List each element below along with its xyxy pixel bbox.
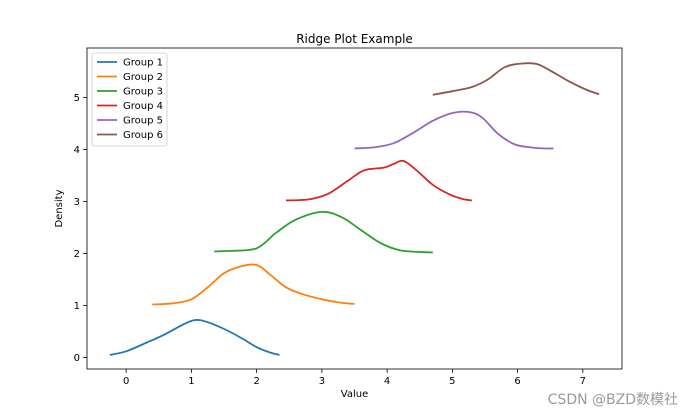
y-tick-label: 0 [74,353,80,364]
x-tick-label: 0 [123,376,129,387]
y-tick-label: 5 [74,93,80,104]
chart-title: Ridge Plot Example [296,32,413,46]
x-tick-label: 4 [384,376,390,387]
y-tick-label: 1 [74,301,80,312]
series-line-group-4 [285,159,473,202]
x-tick-label: 5 [449,376,455,387]
y-tick-label: 2 [74,249,80,260]
plot-area [86,47,623,370]
x-axis: 0 1 2 3 4 5 6 7 [123,369,586,387]
x-tick-label: 7 [580,376,586,387]
legend-label-group-1: Group 1 [123,58,163,69]
watermark-text: CSDN @BZD数模社 [547,392,678,408]
x-tick-label: 3 [319,376,325,387]
series-line-group-2 [152,263,355,306]
legend-label-group-2: Group 2 [123,72,163,83]
y-axis: 0 1 2 3 4 5 [74,93,87,364]
plot-frame [86,47,623,370]
legend-label-group-5: Group 5 [123,116,163,127]
x-tick-label: 1 [188,376,194,387]
x-axis-label: Value [341,389,368,400]
x-tick-label: 6 [514,376,520,387]
legend: Group 1 Group 2 Group 3 Group 4 Group 5 Group… [91,52,168,147]
series-line-group-3 [214,210,433,254]
legend-label-group-3: Group 3 [123,87,163,98]
y-tick-label: 4 [74,145,80,156]
legend-label-group-6: Group 6 [123,130,163,141]
y-tick-label: 3 [74,197,80,208]
y-axis-label: Density [54,189,65,227]
series-line-group-6 [432,62,600,96]
x-tick-label: 2 [253,376,259,387]
legend-label-group-4: Group 4 [123,101,163,112]
series-line-group-1 [109,319,280,356]
series-line-group-5 [354,110,554,150]
series-lines [109,62,600,356]
